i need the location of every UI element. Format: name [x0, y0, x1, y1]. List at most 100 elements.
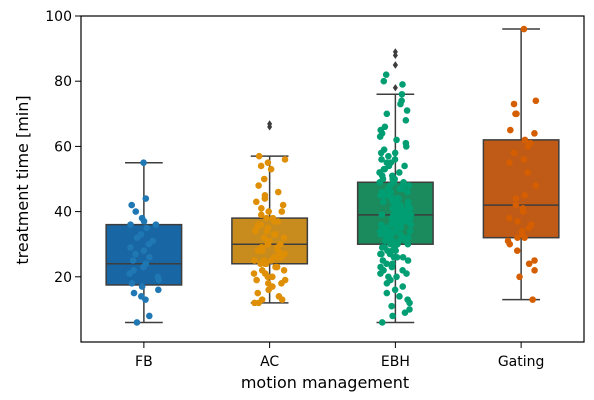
- outlier-marker: [392, 84, 398, 92]
- data-point: [507, 126, 514, 134]
- data-point: [393, 273, 400, 281]
- data-point: [140, 159, 147, 166]
- data-point: [377, 192, 384, 199]
- data-point: [264, 240, 272, 248]
- x-axis-label: motion management: [241, 373, 409, 392]
- data-point: [521, 136, 529, 144]
- data-point: [406, 306, 413, 313]
- data-point: [525, 260, 533, 268]
- data-point: [271, 218, 278, 225]
- data-point: [132, 250, 139, 258]
- data-point: [281, 156, 289, 163]
- data-point: [143, 224, 151, 232]
- data-point: [378, 211, 386, 219]
- data-point: [273, 263, 281, 271]
- data-point: [406, 299, 413, 307]
- data-point: [506, 240, 514, 248]
- data-point: [516, 273, 523, 281]
- data-point: [264, 159, 272, 166]
- data-point: [146, 253, 153, 261]
- data-point: [138, 283, 146, 290]
- data-point: [396, 293, 403, 300]
- data-point: [381, 237, 389, 245]
- data-point: [378, 319, 386, 326]
- data-point: [398, 90, 406, 98]
- data-point: [133, 234, 141, 241]
- data-point: [391, 286, 399, 294]
- data-point: [263, 227, 271, 235]
- data-point: [378, 156, 385, 163]
- data-point: [403, 107, 411, 114]
- data-point: [514, 234, 521, 241]
- data-point: [262, 260, 270, 268]
- data-point: [520, 156, 528, 163]
- data-point: [512, 110, 519, 118]
- data-point: [401, 309, 409, 316]
- strip-points-ebh: [376, 71, 415, 326]
- data-point: [129, 257, 137, 264]
- data-point: [512, 201, 520, 209]
- data-point: [257, 211, 265, 219]
- data-point: [130, 289, 138, 297]
- data-point: [376, 133, 384, 140]
- data-point: [251, 257, 258, 264]
- data-point: [274, 188, 282, 196]
- y-tick-label: 80: [54, 74, 72, 90]
- data-point: [505, 214, 513, 222]
- data-point: [255, 182, 262, 189]
- outlier-marker: [392, 51, 398, 59]
- data-point: [250, 270, 258, 277]
- x-axis: FB AC EBH Gating: [135, 342, 544, 370]
- data-point: [270, 231, 278, 238]
- data-point: [265, 208, 272, 215]
- plot-area: [80, 15, 585, 343]
- box-group-gating: [482, 28, 560, 301]
- data-point: [521, 192, 528, 199]
- data-point: [383, 260, 390, 268]
- data-point: [380, 77, 388, 85]
- data-point: [258, 205, 265, 212]
- data-point: [263, 214, 270, 222]
- data-point: [397, 100, 404, 108]
- outlier-marker: [267, 120, 273, 128]
- data-point: [376, 178, 384, 186]
- data-point: [377, 270, 384, 277]
- data-point: [279, 201, 287, 209]
- data-point: [133, 319, 141, 326]
- data-point: [520, 25, 528, 33]
- strip-points-ac: [250, 152, 289, 307]
- data-point: [404, 188, 411, 196]
- data-point: [257, 260, 264, 268]
- data-point: [140, 218, 148, 225]
- y-axis: 20 40 60 80 100: [45, 9, 81, 286]
- y-tick-label: 60: [54, 139, 72, 155]
- data-point: [524, 143, 532, 150]
- x-tick-label: EBH: [381, 354, 410, 370]
- data-point: [389, 312, 396, 320]
- data-point: [393, 253, 401, 261]
- outlier-marker: [392, 61, 398, 69]
- data-point: [407, 221, 415, 228]
- box-rect: [482, 139, 560, 239]
- data-point: [269, 273, 276, 281]
- data-point: [396, 185, 404, 193]
- x-tick-label: Gating: [498, 354, 545, 370]
- data-point: [155, 286, 162, 294]
- data-point: [512, 195, 520, 202]
- data-point: [280, 234, 288, 241]
- data-point: [140, 263, 147, 271]
- data-point: [524, 169, 532, 176]
- data-point: [388, 302, 395, 310]
- data-point: [253, 198, 260, 206]
- data-point: [532, 97, 540, 105]
- data-point: [127, 244, 134, 251]
- data-point: [382, 71, 390, 78]
- data-point: [254, 289, 262, 297]
- data-point: [525, 224, 533, 232]
- data-point: [404, 240, 412, 248]
- data-point: [278, 208, 286, 215]
- data-point: [383, 289, 391, 297]
- data-point: [132, 208, 140, 215]
- data-point: [388, 263, 396, 271]
